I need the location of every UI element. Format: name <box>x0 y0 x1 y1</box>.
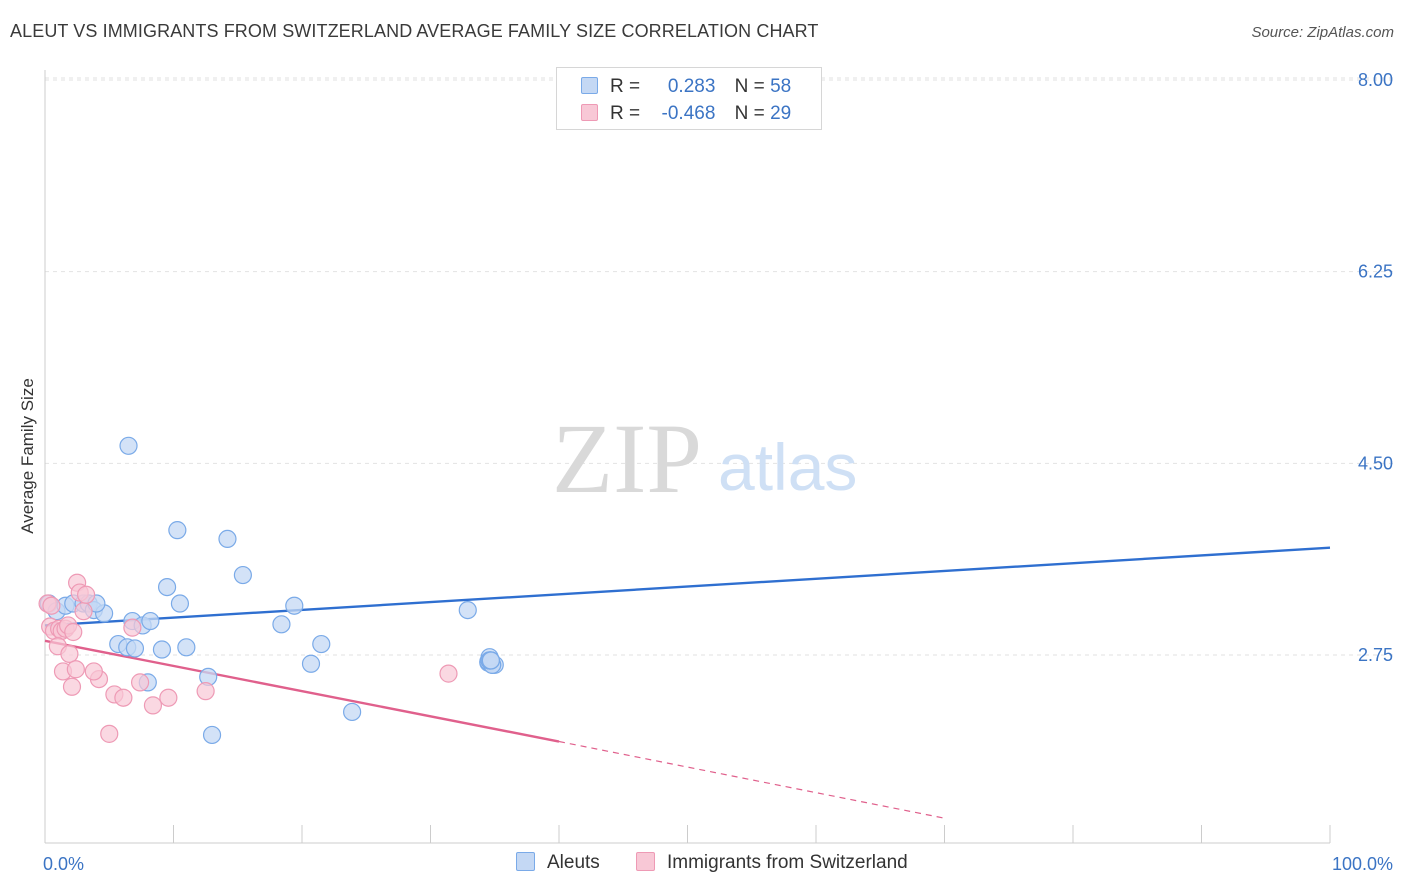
bottom-legend-swiss: Immigrants from Switzerland <box>636 852 908 874</box>
aleuts-point <box>301 654 321 673</box>
legend-r-value: 0.283 <box>667 76 716 97</box>
chart-title: ALEUT VS IMMIGRANTS FROM SWITZERLAND AVE… <box>10 21 819 41</box>
aleuts-point <box>312 634 331 654</box>
aleuts-point <box>170 594 190 613</box>
swiss-point <box>74 602 93 621</box>
aleuts-point <box>202 725 222 745</box>
legend-n-value: 58 <box>770 76 792 97</box>
swiss-point <box>439 664 458 683</box>
aleuts-point <box>119 436 138 455</box>
aleuts-point <box>152 640 172 659</box>
trend-line-aleuts <box>44 546 1331 627</box>
aleuts-point <box>481 651 500 670</box>
bottom-legend-label: Immigrants from Switzerland <box>667 852 908 873</box>
swiss-point <box>100 724 119 743</box>
bottom-swatch-aleuts <box>516 852 535 871</box>
aleuts-point <box>157 577 177 597</box>
swiss-point <box>77 585 96 604</box>
aleuts-point <box>177 638 196 657</box>
aleuts-point <box>343 702 362 722</box>
y-tick-label: 4.50 <box>1358 453 1393 473</box>
bottom-legend-aleuts: Aleuts <box>516 852 600 874</box>
swiss-point <box>123 618 142 637</box>
axes <box>44 70 1331 844</box>
y-tick-label: 6.25 <box>1358 262 1393 282</box>
legend-r-label: R = <box>610 76 641 97</box>
tick-labels: 2.75 4.50 6.25 8.00 0.0% 100.0% <box>43 70 1393 874</box>
aleuts-point <box>141 611 160 631</box>
aleuts-point <box>218 529 237 549</box>
y-tick-label: 2.75 <box>1358 645 1393 665</box>
legend-swatch-swiss <box>581 104 598 121</box>
x-tick-label: 100.0% <box>1332 854 1393 874</box>
x-tick-label: 0.0% <box>43 854 84 874</box>
swiss-point <box>143 696 163 715</box>
bottom-legend-label: Aleuts <box>547 852 600 873</box>
aleuts-point <box>125 639 145 658</box>
legend-n-label: N = <box>734 103 765 124</box>
legend-r-label: R = <box>610 103 641 124</box>
legend-n-label: N = <box>734 76 765 97</box>
trend-line-swiss-extrapolated <box>558 740 945 819</box>
swiss-point <box>159 688 178 707</box>
aleuts-point <box>458 600 477 620</box>
trend-line-swiss <box>44 639 560 743</box>
y-axis-label: Average Family Size <box>18 378 37 534</box>
swiss-point <box>62 677 82 696</box>
trend-lines <box>44 546 1331 819</box>
bottom-swatch-swiss <box>636 852 655 871</box>
swiss-point <box>66 660 85 679</box>
aleuts-point <box>168 521 187 540</box>
swiss-point <box>64 622 83 642</box>
swiss-point <box>196 682 215 701</box>
legend-row-aleuts: R = 0.283 N = 58 <box>581 76 791 98</box>
swiss-point <box>60 644 79 664</box>
swiss-point <box>84 662 103 681</box>
legend-row-swiss: R = -0.468 N = 29 <box>581 103 791 125</box>
legend-swatch-aleuts <box>581 77 598 94</box>
swiss-point <box>42 596 61 615</box>
y-tick-label: 8.00 <box>1358 70 1393 90</box>
swiss-point <box>130 673 150 692</box>
aleuts-point <box>285 596 304 615</box>
source-label: Source: ZipAtlas.com <box>1251 24 1394 41</box>
correlation-legend: R = 0.283 N = 58 R = -0.468 N = 29 <box>556 67 822 130</box>
legend-r-value: -0.468 <box>661 103 716 124</box>
aleuts-point <box>272 615 291 634</box>
swiss-point <box>114 688 133 707</box>
legend-n-value: 29 <box>770 103 792 124</box>
watermark-atlas: atlas <box>718 430 857 504</box>
data-points <box>38 436 504 745</box>
watermark-zip: ZIP <box>552 403 702 514</box>
aleuts-point <box>233 565 252 585</box>
